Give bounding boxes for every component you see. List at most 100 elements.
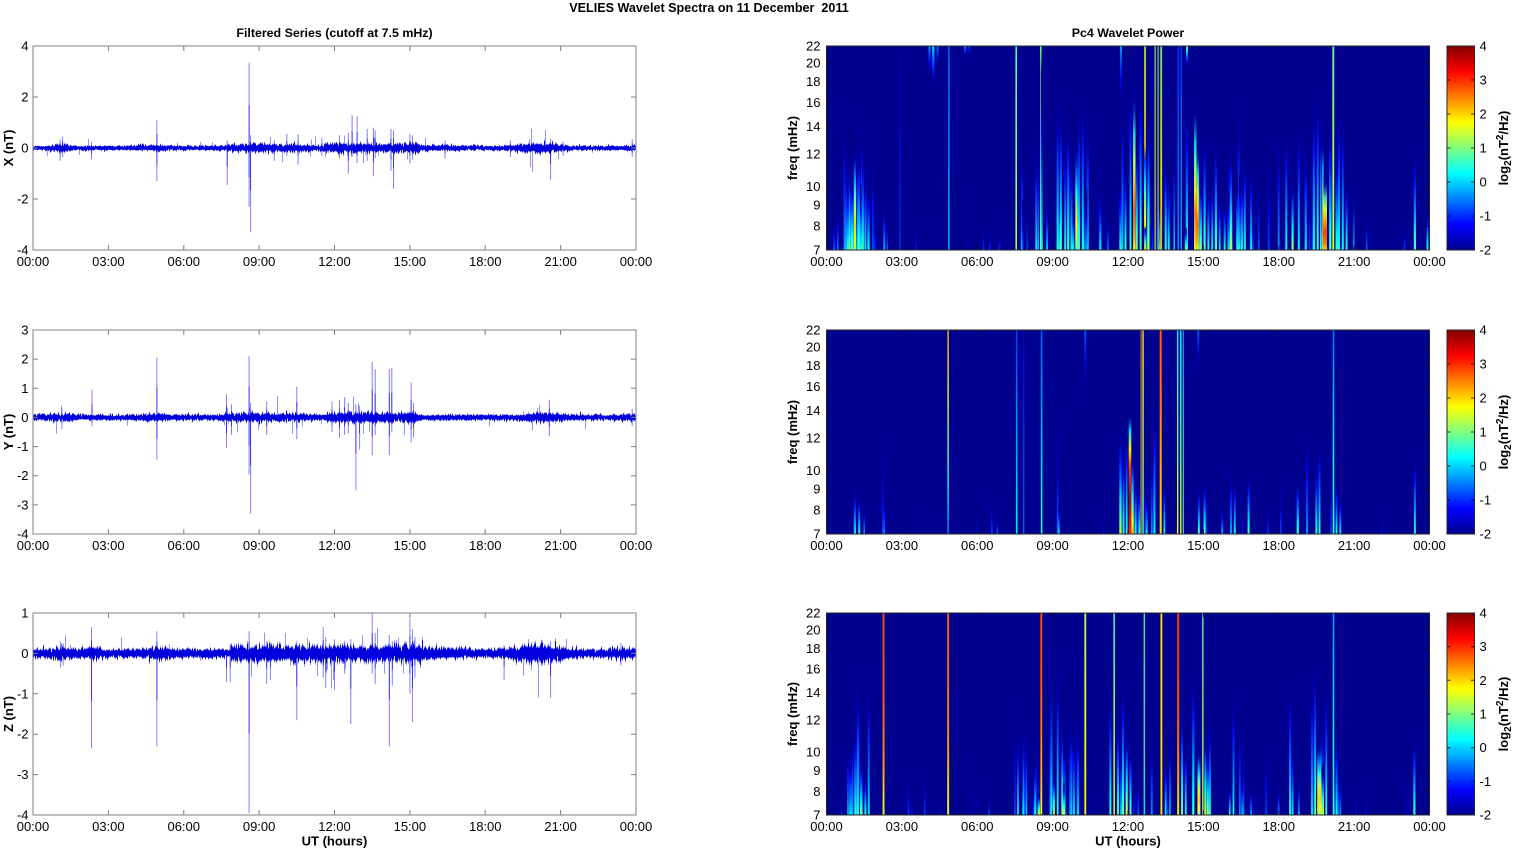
svg-text:00:00: 00:00 <box>17 538 50 553</box>
svg-text:-2: -2 <box>1480 527 1492 542</box>
svg-text:16: 16 <box>806 95 820 110</box>
svg-text:-1: -1 <box>1480 209 1492 224</box>
svg-text:21:00: 21:00 <box>1338 819 1371 834</box>
svg-text:-2: -2 <box>17 468 29 483</box>
svg-text:log2(nT2/Hz): log2(nT2/Hz) <box>1495 395 1514 470</box>
svg-text:4: 4 <box>1480 323 1487 338</box>
svg-text:9: 9 <box>813 482 820 497</box>
svg-text:4: 4 <box>21 39 28 54</box>
svg-text:2: 2 <box>1480 391 1487 406</box>
svg-text:3: 3 <box>1480 639 1487 654</box>
svg-text:1: 1 <box>1480 707 1487 722</box>
svg-text:00:00: 00:00 <box>17 254 50 269</box>
svg-text:0: 0 <box>21 141 28 156</box>
svg-text:14: 14 <box>806 119 820 134</box>
svg-text:-2: -2 <box>17 727 29 742</box>
svg-text:3: 3 <box>21 323 28 338</box>
svg-text:VELIES Wavelet Spectra on 11 D: VELIES Wavelet Spectra on 11 December 20… <box>569 1 849 15</box>
svg-text:freq (mHz): freq (mHz) <box>785 400 800 464</box>
svg-text:09:00: 09:00 <box>1036 819 1069 834</box>
svg-text:20: 20 <box>806 55 820 70</box>
svg-text:09:00: 09:00 <box>243 819 276 834</box>
svg-text:-3: -3 <box>17 767 29 782</box>
svg-text:20: 20 <box>806 339 820 354</box>
svg-text:4: 4 <box>1480 39 1487 54</box>
svg-text:18:00: 18:00 <box>1262 538 1295 553</box>
svg-text:06:00: 06:00 <box>961 254 994 269</box>
svg-text:9: 9 <box>813 198 820 213</box>
svg-text:18: 18 <box>806 641 820 656</box>
svg-text:21:00: 21:00 <box>544 819 577 834</box>
svg-text:freq (mHz): freq (mHz) <box>785 116 800 180</box>
svg-text:-1: -1 <box>17 686 29 701</box>
svg-text:-4: -4 <box>17 527 29 542</box>
svg-text:3: 3 <box>1480 357 1487 372</box>
svg-text:00:00: 00:00 <box>620 538 653 553</box>
svg-text:1: 1 <box>21 381 28 396</box>
svg-text:00:00: 00:00 <box>810 538 843 553</box>
svg-text:8: 8 <box>813 784 820 799</box>
svg-text:2: 2 <box>21 352 28 367</box>
svg-text:-1: -1 <box>1480 493 1492 508</box>
svg-text:-4: -4 <box>17 808 29 823</box>
svg-text:log2(nT2/Hz): log2(nT2/Hz) <box>1495 677 1514 752</box>
svg-text:Pc4 Wavelet Power: Pc4 Wavelet Power <box>1072 26 1185 40</box>
svg-text:8: 8 <box>813 503 820 518</box>
svg-text:12:00: 12:00 <box>1112 538 1145 553</box>
svg-text:10: 10 <box>806 179 820 194</box>
svg-text:00:00: 00:00 <box>1413 819 1446 834</box>
svg-text:12:00: 12:00 <box>318 819 351 834</box>
svg-text:12:00: 12:00 <box>318 254 351 269</box>
svg-text:-1: -1 <box>1480 774 1492 789</box>
svg-text:2: 2 <box>1480 107 1487 122</box>
svg-text:2: 2 <box>1480 673 1487 688</box>
svg-text:14: 14 <box>806 685 820 700</box>
svg-text:06:00: 06:00 <box>167 254 200 269</box>
svg-text:00:00: 00:00 <box>17 819 50 834</box>
svg-text:15:00: 15:00 <box>1187 819 1220 834</box>
svg-text:12: 12 <box>806 146 820 161</box>
svg-text:06:00: 06:00 <box>961 819 994 834</box>
svg-text:03:00: 03:00 <box>92 538 125 553</box>
svg-text:03:00: 03:00 <box>886 819 919 834</box>
svg-text:2: 2 <box>21 90 28 105</box>
svg-text:-3: -3 <box>17 497 29 512</box>
svg-text:18:00: 18:00 <box>1262 819 1295 834</box>
svg-text:7: 7 <box>813 808 820 823</box>
svg-text:18:00: 18:00 <box>469 538 502 553</box>
svg-text:7: 7 <box>813 527 820 542</box>
svg-text:X (nT): X (nT) <box>1 130 16 167</box>
svg-text:22: 22 <box>806 606 820 621</box>
svg-text:7: 7 <box>813 243 820 258</box>
svg-text:15:00: 15:00 <box>394 254 427 269</box>
svg-text:8: 8 <box>813 219 820 234</box>
svg-text:UT (hours): UT (hours) <box>302 834 368 849</box>
svg-text:21:00: 21:00 <box>1338 538 1371 553</box>
svg-text:18:00: 18:00 <box>469 819 502 834</box>
svg-text:1: 1 <box>1480 425 1487 440</box>
svg-text:09:00: 09:00 <box>1036 538 1069 553</box>
svg-text:0: 0 <box>21 410 28 425</box>
svg-text:16: 16 <box>806 379 820 394</box>
svg-text:4: 4 <box>1480 606 1487 621</box>
svg-text:03:00: 03:00 <box>886 254 919 269</box>
svg-text:18:00: 18:00 <box>469 254 502 269</box>
svg-text:1: 1 <box>1480 141 1487 156</box>
svg-text:06:00: 06:00 <box>167 538 200 553</box>
svg-text:18: 18 <box>806 74 820 89</box>
svg-text:00:00: 00:00 <box>810 819 843 834</box>
svg-text:00:00: 00:00 <box>1413 254 1446 269</box>
svg-text:Z (nT): Z (nT) <box>1 696 16 732</box>
svg-text:12:00: 12:00 <box>1112 819 1145 834</box>
svg-text:18: 18 <box>806 358 820 373</box>
svg-text:0: 0 <box>21 646 28 661</box>
svg-text:10: 10 <box>806 463 820 478</box>
svg-text:-1: -1 <box>17 439 29 454</box>
svg-text:22: 22 <box>806 323 820 338</box>
svg-text:UT (hours): UT (hours) <box>1095 834 1161 849</box>
svg-text:09:00: 09:00 <box>1036 254 1069 269</box>
svg-text:00:00: 00:00 <box>620 819 653 834</box>
svg-text:15:00: 15:00 <box>394 538 427 553</box>
svg-text:21:00: 21:00 <box>1338 254 1371 269</box>
svg-text:15:00: 15:00 <box>1187 254 1220 269</box>
